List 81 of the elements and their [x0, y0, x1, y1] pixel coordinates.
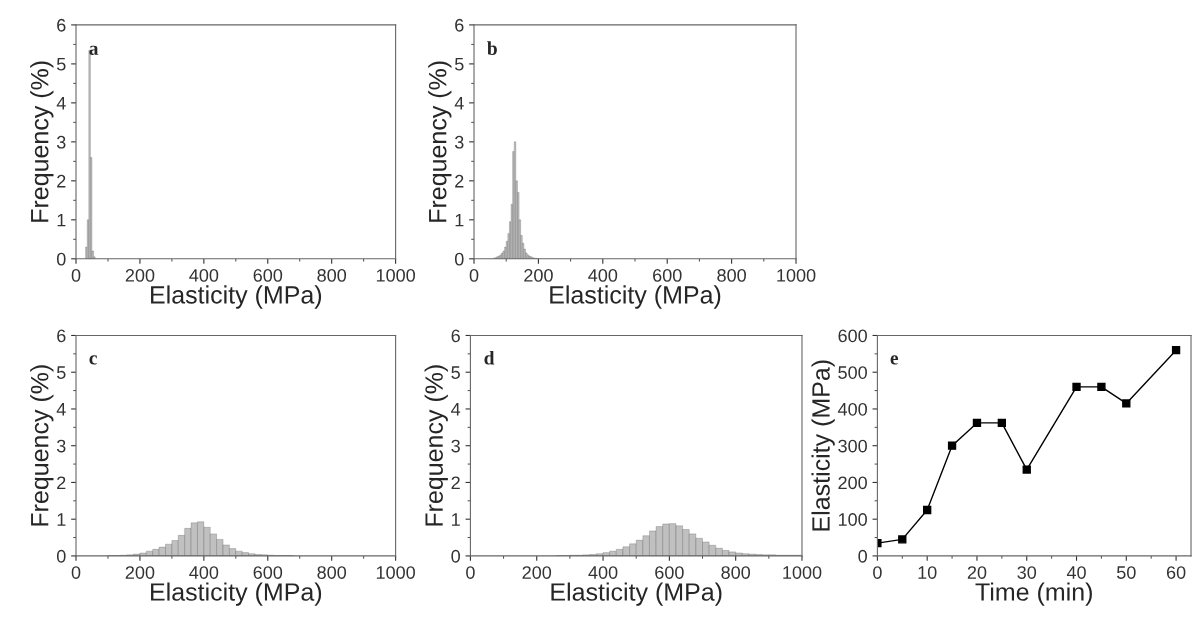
- y-tick-label: 600: [838, 329, 867, 343]
- y-tick-label: 5: [56, 58, 66, 71]
- x-tick-label: 800: [721, 566, 751, 579]
- y-tick-label: 4: [451, 403, 461, 416]
- y-tick-label: 3: [56, 135, 66, 149]
- y-tick-label: 2: [455, 174, 464, 188]
- x-tick-label: 50: [1116, 566, 1136, 579]
- x-tick-label: 0: [466, 566, 475, 579]
- x-tick-label: 1000: [777, 268, 816, 282]
- x-tick-label: 1000: [783, 566, 822, 579]
- y-tick-label: 0: [451, 549, 460, 563]
- x-tick-label: 60: [1166, 566, 1186, 579]
- x-tick-label: 800: [717, 268, 746, 282]
- y-tick-label: 3: [451, 439, 460, 453]
- x-tick-label: 800: [317, 566, 347, 579]
- x-tick-label: 200: [125, 268, 155, 282]
- y-tick-label: 0: [858, 549, 867, 563]
- x-tick-label: 400: [588, 268, 618, 282]
- y-tick-label: 5: [454, 58, 464, 71]
- y-tick-label: 0: [56, 549, 66, 563]
- y-tick-label: 4: [56, 403, 66, 416]
- y-tick-label: 2: [451, 476, 460, 489]
- y-tick-label: 3: [56, 439, 66, 453]
- x-tick-label: 600: [653, 268, 682, 282]
- x-axis-title: Elasticity (MPa): [151, 582, 322, 606]
- y-tick-label: 2: [57, 174, 66, 188]
- annotation: c: [89, 355, 97, 365]
- x-tick-label: 200: [522, 566, 552, 579]
- x-tick-label: 200: [524, 268, 553, 282]
- x-tick-label: 400: [588, 566, 618, 579]
- y-axis-title: Frequency (%): [30, 61, 54, 222]
- x-tick-label: 40: [1066, 566, 1086, 579]
- y-tick-label: 6: [57, 18, 66, 32]
- y-tick-label: 100: [838, 513, 867, 526]
- y-tick-label: 0: [56, 252, 66, 266]
- x-tick-label: 400: [189, 566, 219, 579]
- y-tick-label: 4: [56, 97, 66, 110]
- y-tick-label: 200: [838, 476, 867, 490]
- x-axis-title: Elasticity (MPa): [550, 285, 721, 309]
- x-tick-label: 1000: [376, 268, 415, 282]
- y-axis-title: Frequency (%): [428, 61, 452, 222]
- y-tick-label: 1: [57, 513, 66, 526]
- y-tick-label: 400: [837, 402, 867, 416]
- x-tick-label: 20: [967, 566, 987, 579]
- x-tick-label: 0: [469, 268, 479, 282]
- x-tick-label: 200: [125, 566, 155, 579]
- y-tick-label: 3: [454, 135, 464, 149]
- x-tick-label: 0: [873, 566, 882, 579]
- x-tick-label: 800: [317, 268, 347, 282]
- y-tick-label: 0: [454, 252, 464, 266]
- x-tick-label: 1000: [376, 566, 415, 579]
- y-tick-label: 1: [57, 213, 66, 227]
- y-tick-label: 300: [838, 439, 867, 453]
- y-axis-title: Frequency (%): [424, 365, 448, 526]
- y-tick-label: 6: [57, 329, 66, 343]
- annotation: a: [89, 45, 99, 55]
- y-tick-label: 5: [451, 366, 460, 379]
- annotation: b: [487, 41, 497, 55]
- y-tick-label: 6: [451, 329, 460, 343]
- annotation: d: [484, 350, 495, 365]
- x-tick-label: 600: [253, 566, 283, 579]
- x-axis-title: Time (min): [975, 582, 1092, 606]
- x-axis-title: Elasticity (MPa): [151, 285, 322, 309]
- x-tick-label: 600: [253, 268, 283, 282]
- y-tick-label: 6: [455, 18, 464, 32]
- x-tick-label: 10: [918, 566, 937, 579]
- y-tick-label: 2: [57, 476, 66, 489]
- y-tick-label: 500: [838, 366, 867, 379]
- x-tick-label: 30: [1017, 566, 1037, 579]
- y-axis-title: Elasticity (MPa): [811, 360, 835, 531]
- y-tick-label: 1: [455, 213, 464, 227]
- x-axis-title: Elasticity (MPa): [551, 582, 722, 606]
- annotation: e: [890, 355, 899, 365]
- y-tick-label: 5: [56, 366, 66, 379]
- x-tick-label: 0: [71, 268, 81, 282]
- y-tick-label: 4: [454, 97, 464, 110]
- y-tick-label: 1: [452, 513, 460, 526]
- x-tick-label: 600: [655, 566, 684, 579]
- x-tick-label: 0: [71, 566, 81, 579]
- x-tick-label: 400: [189, 268, 219, 282]
- y-axis-title: Frequency (%): [30, 365, 54, 526]
